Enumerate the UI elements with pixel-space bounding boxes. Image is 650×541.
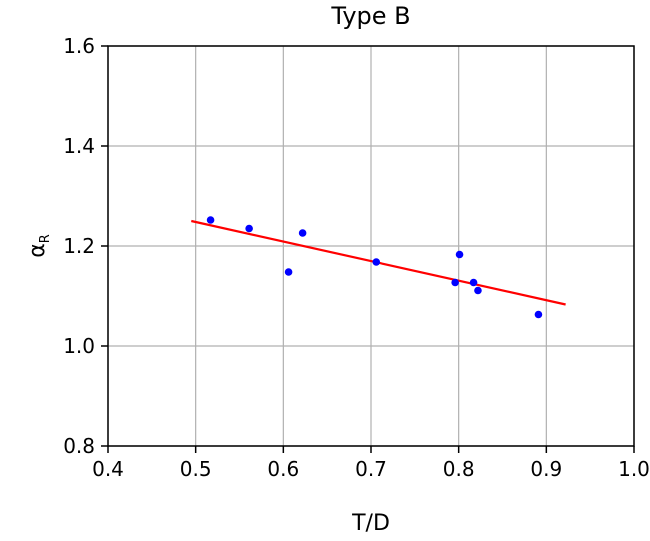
y-tick-label: 1.6 [63, 34, 95, 58]
data-point [245, 224, 253, 233]
y-axis-label: αR [25, 234, 53, 258]
data-point [455, 250, 464, 259]
x-tick-label: 0.7 [355, 457, 387, 481]
data-point [534, 310, 543, 319]
x-axis-label: T/D [351, 511, 390, 536]
x-tick-label: 1.0 [618, 457, 650, 481]
y-axis-label-subscript: R [38, 234, 53, 243]
y-tick-label: 1.4 [63, 134, 95, 158]
data-point [298, 229, 307, 237]
x-tick-label: 0.5 [180, 457, 212, 481]
y-tick-label: 0.8 [63, 434, 95, 458]
x-tick-label: 0.6 [267, 457, 299, 481]
data-point [451, 278, 459, 287]
y-tick-label: 1.2 [63, 234, 95, 258]
chart-title: Type B [330, 2, 410, 30]
x-tick-label: 0.8 [443, 457, 475, 481]
data-point [206, 216, 215, 224]
x-tick-label: 0.4 [92, 457, 124, 481]
axis-ticks: 0.4 0.5 0.6 0.7 0.8 0.9 1.0 0.8 1.0 1.2 1.4 1.6 [63, 34, 650, 481]
data-point [474, 286, 482, 295]
grid-lines [107, 45, 635, 447]
plot-marks [191, 216, 566, 319]
data-point [284, 268, 293, 276]
data-point [469, 278, 478, 287]
data-point [372, 258, 381, 266]
x-tick-label: 0.9 [530, 457, 562, 481]
y-tick-label: 1.0 [63, 334, 95, 358]
y-axis-label-text: αR [25, 234, 53, 258]
y-axis-label-symbol: α [25, 243, 50, 258]
